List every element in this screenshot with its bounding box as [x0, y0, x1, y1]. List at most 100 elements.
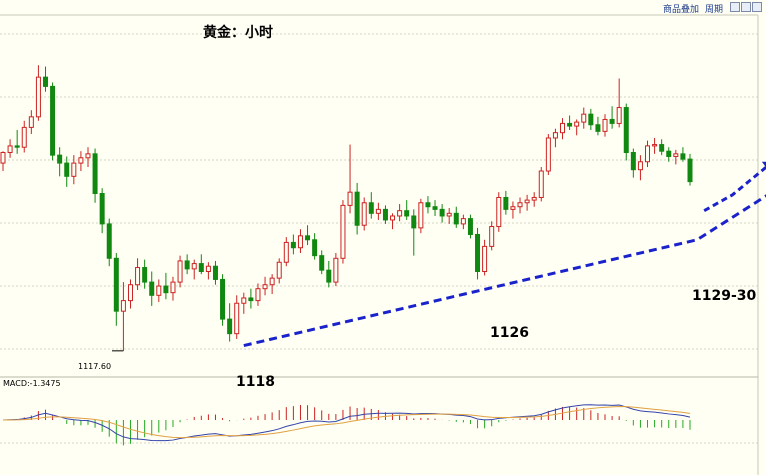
- candle-body-10: [71, 162, 77, 177]
- candle-body-11: [78, 157, 84, 164]
- candle-body-93: [659, 144, 665, 152]
- candle-body-3: [21, 126, 27, 148]
- macd-panel: [2, 404, 691, 446]
- candle-body-47: [333, 257, 339, 283]
- candle-body-90: [637, 161, 643, 171]
- candle-body-56: [397, 210, 403, 217]
- candle-body-84: [595, 124, 601, 132]
- add-product-button[interactable]: 商品叠加: [662, 5, 699, 15]
- candle-body-6: [42, 76, 48, 87]
- candle-body-40: [283, 241, 289, 263]
- candle-body-34: [241, 297, 247, 304]
- candle-body-81: [574, 121, 580, 127]
- candle-body-27: [191, 263, 197, 270]
- candle-body-86: [609, 118, 615, 124]
- candle-body-78: [552, 132, 558, 139]
- candle-body-30: [212, 265, 218, 280]
- candle-body-33: [234, 302, 240, 335]
- candle-body-48: [340, 204, 346, 259]
- candle-body-82: [581, 113, 587, 123]
- candle-body-24: [170, 281, 176, 294]
- maximize-icon[interactable]: [741, 2, 751, 12]
- candle-body-31: [220, 278, 226, 320]
- candle-body-58: [411, 215, 417, 229]
- projection-path: [703, 165, 766, 212]
- candle-body-12: [85, 153, 91, 159]
- candle-body-18: [127, 284, 133, 302]
- candle-body-83: [588, 113, 594, 126]
- grid: [0, 14, 759, 475]
- close-icon[interactable]: [752, 2, 762, 12]
- candle-body-66: [467, 218, 473, 235]
- period-button[interactable]: 周期: [704, 5, 723, 15]
- candle-body-94: [666, 150, 672, 157]
- chart-toolbar: 商品叠加 周期: [662, 2, 762, 15]
- candle-body-45: [319, 255, 325, 271]
- candle-body-52: [368, 202, 374, 214]
- candle-body-55: [390, 215, 396, 221]
- macd-dea-line: [2, 406, 691, 439]
- overlays: [112, 161, 766, 352]
- annotation-1126: 1126: [490, 325, 529, 341]
- candle-body-73: [517, 202, 523, 208]
- candle-body-74: [524, 199, 530, 204]
- candle-body-49: [347, 191, 353, 206]
- projection-arrowhead: [761, 161, 766, 168]
- candle-body-80: [567, 122, 573, 127]
- support-trendline: [243, 194, 766, 348]
- annotation-1118: 1118: [236, 374, 275, 390]
- candle-body-14: [99, 193, 105, 225]
- candle-body-67: [475, 233, 481, 273]
- candle-body-4: [28, 116, 34, 128]
- candle-body-1: [7, 145, 13, 154]
- candle-body-61: [432, 206, 438, 210]
- candle-body-63: [446, 212, 452, 217]
- candle-body-29: [205, 265, 211, 273]
- candles: [0, 65, 693, 351]
- candle-body-50: [354, 191, 360, 226]
- candle-body-25: [177, 260, 183, 283]
- candle-body-17: [120, 300, 126, 312]
- candle-body-62: [439, 208, 445, 217]
- candle-body-95: [673, 153, 679, 157]
- candle-body-54: [382, 208, 388, 221]
- candle-body-97: [687, 158, 693, 183]
- candle-body-72: [510, 206, 516, 210]
- candle-body-71: [503, 196, 509, 210]
- candle-body-88: [623, 107, 629, 154]
- candle-body-51: [361, 202, 367, 226]
- candle-body-59: [418, 202, 424, 229]
- candle-body-16: [113, 257, 119, 312]
- candle-body-7: [50, 85, 56, 156]
- candle-body-38: [269, 277, 275, 286]
- chart-title: 黄金：小时: [203, 24, 273, 41]
- candle-body-91: [645, 145, 651, 163]
- candle-body-36: [255, 288, 261, 302]
- candle-body-32: [227, 318, 233, 335]
- candle-body-68: [482, 245, 488, 273]
- candle-body-87: [616, 107, 622, 124]
- low-price-label: 1117.60: [78, 362, 111, 371]
- restore-icon[interactable]: [730, 2, 740, 12]
- candle-body-85: [602, 118, 608, 132]
- candle-body-92: [652, 144, 658, 147]
- candle-body-42: [297, 235, 303, 249]
- candle-body-15: [106, 223, 112, 259]
- candle-body-20: [142, 267, 148, 283]
- candle-body-9: [64, 162, 70, 177]
- candle-body-13: [92, 153, 98, 194]
- candle-body-26: [184, 260, 190, 270]
- candle-body-37: [262, 284, 268, 290]
- candle-body-70: [496, 196, 502, 228]
- macd-label: MACD:-1.3475: [3, 379, 61, 388]
- candle-body-28: [198, 263, 204, 273]
- candle-body-5: [35, 76, 41, 118]
- annotation-1129-30: 1129-30: [692, 288, 757, 304]
- candle-body-44: [312, 239, 318, 257]
- candle-body-76: [538, 170, 544, 198]
- candle-body-41: [290, 241, 296, 249]
- candle-body-77: [545, 137, 551, 172]
- candle-body-43: [305, 235, 311, 241]
